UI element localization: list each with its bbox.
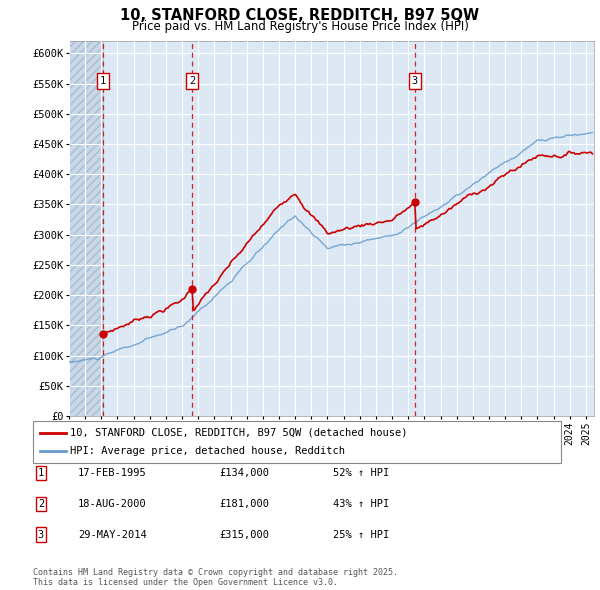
Text: HPI: Average price, detached house, Redditch: HPI: Average price, detached house, Redd… [70,446,345,456]
Text: £134,000: £134,000 [219,468,269,478]
Text: 1: 1 [38,468,44,478]
Text: £315,000: £315,000 [219,530,269,539]
Text: 2: 2 [38,499,44,509]
Text: 1: 1 [100,76,106,86]
Text: 43% ↑ HPI: 43% ↑ HPI [333,499,389,509]
Text: 10, STANFORD CLOSE, REDDITCH, B97 5QW: 10, STANFORD CLOSE, REDDITCH, B97 5QW [121,8,479,22]
Text: 10, STANFORD CLOSE, REDDITCH, B97 5QW (detached house): 10, STANFORD CLOSE, REDDITCH, B97 5QW (d… [70,428,408,438]
Text: 2: 2 [189,76,196,86]
Text: £181,000: £181,000 [219,499,269,509]
Text: 29-MAY-2014: 29-MAY-2014 [78,530,147,539]
Bar [69,41,103,416]
Text: 17-FEB-1995: 17-FEB-1995 [78,468,147,478]
Text: 3: 3 [38,530,44,539]
Text: 3: 3 [412,76,418,86]
Text: 18-AUG-2000: 18-AUG-2000 [78,499,147,509]
Text: 52% ↑ HPI: 52% ↑ HPI [333,468,389,478]
Text: 25% ↑ HPI: 25% ↑ HPI [333,530,389,539]
Text: Price paid vs. HM Land Registry's House Price Index (HPI): Price paid vs. HM Land Registry's House … [131,20,469,33]
Text: Contains HM Land Registry data © Crown copyright and database right 2025.
This d: Contains HM Land Registry data © Crown c… [33,568,398,587]
